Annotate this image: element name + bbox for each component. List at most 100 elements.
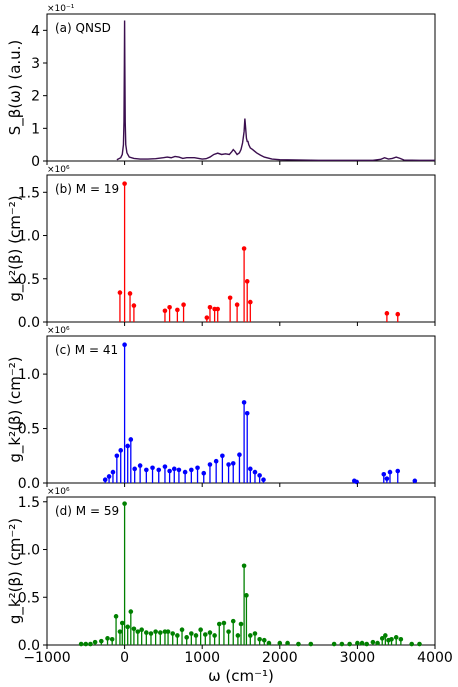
stem-marker [221,620,227,626]
stem-marker [277,640,283,646]
x-tick-label: 0 [120,650,129,666]
stem-marker [128,609,134,614]
y-tick-label: 1.0 [18,543,40,559]
stem-marker [207,462,213,467]
stem-marker [170,631,176,636]
stem-marker [201,470,207,476]
y-exponent-label: ×10⁶ [47,326,70,336]
stem-marker [203,632,208,637]
stem-marker [207,305,213,310]
stem-marker [176,467,182,473]
stem-marker [384,476,390,481]
stem-marker [375,640,380,646]
y-exponent-label: ×10⁶ [47,165,70,175]
stem-marker [207,630,213,635]
stem-marker [230,618,236,624]
stem-marker [409,641,415,647]
stem-marker [118,448,124,453]
stem-marker [204,315,210,320]
stem-marker [331,641,337,647]
stem-marker [387,469,393,475]
stem-marker [122,181,127,186]
panel-label: (b) M = 19 [55,182,119,196]
stem-marker [167,468,172,474]
stem-marker [212,633,217,638]
plot-frame [46,335,436,484]
stem-marker [213,458,219,464]
stem-marker [216,621,222,627]
stem-marker [150,465,155,471]
stem-marker [235,633,241,638]
stem-marker [153,629,158,634]
stem-marker [227,295,233,301]
stem-marker [189,631,194,636]
stem-marker [171,466,177,472]
plot-frame [46,174,436,323]
stem-marker [248,466,253,472]
panel-label: (d) M = 59 [55,504,119,518]
panel-4: 0.0 0.5 1.0 1.5 −1000 0 1000 2000 3000 4000 ×10⁶ (d… [6,487,453,685]
stem-marker [109,636,115,642]
stem-marker [135,629,141,634]
stem-marker [238,621,244,627]
stem-marker [237,452,242,457]
stem-marker [389,636,394,642]
stem-marker [106,474,112,479]
stem-marker [162,308,168,314]
stem-marker [117,290,123,295]
y-tick-label: 0.0 [18,638,40,654]
y-tick-label: 4 [31,23,40,39]
x-tick-label: 4000 [417,650,453,666]
stem-marker [179,627,185,633]
y-tick-label: 1.0 [18,367,40,383]
stem-marker [417,641,422,647]
y-tick-label: 2 [31,89,40,105]
stem-marker [226,462,231,467]
stem-marker [132,466,137,472]
stem-marker [131,303,137,308]
stem-marker [184,635,189,640]
panel-3: 0.0 0.5 1.0 ×10⁶ (c) M = 41 g_k²(β) (cm⁻²) [6,326,436,492]
stem-marker [398,636,404,642]
stem-marker [127,291,133,296]
stem-marker [114,453,120,459]
y-tick-label: 1.0 [18,229,40,245]
stem-marker [384,311,390,316]
stem-marker [296,641,301,647]
stem-marker [285,640,290,646]
stem-marker [359,640,365,646]
stem-marker [83,641,89,647]
stem-marker [139,627,144,633]
stem-marker [261,477,266,483]
stem-marker [165,629,171,634]
stem-marker [395,468,401,474]
stem-marker [144,630,149,635]
stem-marker [241,563,247,569]
stem-marker [241,246,247,251]
stem-marker [144,467,149,473]
x-axis-label: ω (cm⁻¹) [208,667,274,685]
plot-frame [46,13,436,162]
stem-marker [189,467,194,473]
stem-marker [248,299,253,305]
stem-marker [117,629,123,634]
stem-marker [412,478,418,484]
y-tick-label: 1.5 [18,495,40,511]
stem-marker [162,464,168,469]
stem-marker [244,593,249,598]
y-tick-label: 0.0 [18,476,40,492]
stem-marker [215,306,221,312]
stem-marker [244,411,250,416]
stem-marker [122,342,127,348]
stem-marker [261,637,267,643]
x-tick-label: 3000 [340,650,376,666]
stem-marker [364,641,370,647]
stem-marker [347,641,352,647]
stem-marker [92,639,98,645]
stem-marker [119,620,125,626]
stem-marker [393,635,399,640]
stem-marker [241,400,247,405]
stem-marker [395,311,401,317]
y-axis-label: g_k²(β) (cm⁻²) [6,356,25,462]
